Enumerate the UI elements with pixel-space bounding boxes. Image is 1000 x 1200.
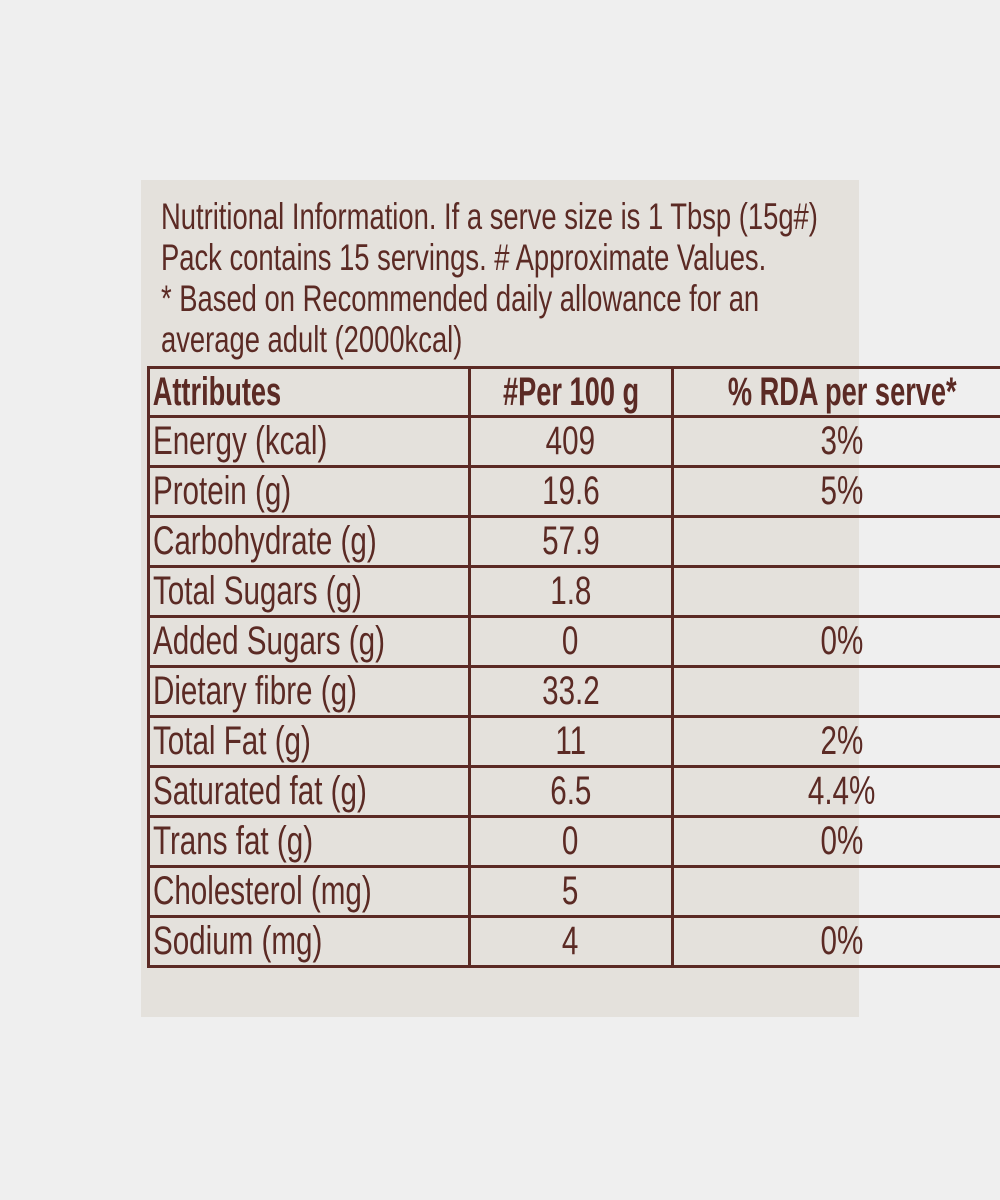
table-body: Energy (kcal) 409 3% Protein (g) 19.6 5% Carbo… <box>147 415 1000 968</box>
table-row: Sodium (mg) 4 0% <box>147 915 1000 968</box>
cell-text: 1.8 <box>550 569 592 614</box>
column-header-text: #Per 100 g <box>502 369 639 414</box>
table-cell: 19.6 <box>467 465 674 518</box>
table-cell: 57.9 <box>467 515 674 568</box>
cell-text: Protein (g) <box>152 469 292 514</box>
table-row: Added Sugars (g) 0 0% <box>147 615 1000 668</box>
cell-text: Carbohydrate (g) <box>152 519 377 564</box>
cell-text: Energy (kcal) <box>152 419 328 464</box>
table-cell <box>670 865 1000 918</box>
cell-text: Sodium (mg) <box>152 919 323 964</box>
column-header-text: Attributes <box>152 369 282 414</box>
table-cell: 6.5 <box>467 765 674 818</box>
cell-text: 5 <box>562 869 579 914</box>
table-cell: 2% <box>670 715 1000 768</box>
table-cell: Carbohydrate (g) <box>147 515 471 568</box>
cell-text: 57.9 <box>541 519 600 564</box>
table-row: Energy (kcal) 409 3% <box>147 415 1000 468</box>
nutrition-table: Attributes #Per 100 g % RDA per serve* E… <box>147 366 1000 968</box>
column-header: % RDA per serve* <box>670 366 1000 418</box>
cell-text: Cholesterol (mg) <box>152 869 372 914</box>
table-cell: Dietary fibre (g) <box>147 665 471 718</box>
table-cell: 0% <box>670 615 1000 668</box>
table-row: Dietary fibre (g) 33.2 <box>147 665 1000 718</box>
table-cell: 11 <box>467 715 674 768</box>
cell-text: 19.6 <box>541 469 600 514</box>
table-cell <box>670 565 1000 618</box>
header-line: average adult (2000kcal) <box>161 319 463 360</box>
table-cell: 33.2 <box>467 665 674 718</box>
table-cell: 4.4% <box>670 765 1000 818</box>
header-row: Attributes #Per 100 g % RDA per serve* <box>147 366 1000 418</box>
table-cell <box>670 665 1000 718</box>
table-cell: 0% <box>670 815 1000 868</box>
cell-text: Dietary fibre (g) <box>152 669 357 714</box>
table-cell: Sodium (mg) <box>147 915 471 968</box>
table-row: Protein (g) 19.6 5% <box>147 465 1000 518</box>
cell-text: Total Fat (g) <box>152 719 311 764</box>
nutrition-label: Nutritional Information. If a serve size… <box>141 180 1000 1017</box>
cell-text: 6.5 <box>550 769 592 814</box>
table-cell: Total Sugars (g) <box>147 565 471 618</box>
table-row: Saturated fat (g) 6.5 4.4% <box>147 765 1000 818</box>
table-cell: Added Sugars (g) <box>147 615 471 668</box>
cell-text: 2% <box>820 719 864 764</box>
column-header-text: % RDA per serve* <box>727 369 957 414</box>
table-cell: 5% <box>670 465 1000 518</box>
cell-text: 4.4% <box>808 769 876 814</box>
label-header: Nutritional Information. If a serve size… <box>161 196 1000 360</box>
cell-text: 0% <box>820 919 864 964</box>
table-row: Trans fat (g) 0 0% <box>147 815 1000 868</box>
table-cell: 4 <box>467 915 674 968</box>
cell-text: 4 <box>562 919 579 964</box>
table-cell: 5 <box>467 865 674 918</box>
cell-text: 0 <box>562 619 579 664</box>
table-row: Carbohydrate (g) 57.9 <box>147 515 1000 568</box>
cell-text: 5% <box>820 469 864 514</box>
table-row: Cholesterol (mg) 5 <box>147 865 1000 918</box>
table-cell: Protein (g) <box>147 465 471 518</box>
cell-text: Trans fat (g) <box>152 819 314 864</box>
cell-text: 0 <box>562 819 579 864</box>
table-cell: Total Fat (g) <box>147 715 471 768</box>
column-header: Attributes <box>147 366 471 418</box>
table-cell: 0% <box>670 915 1000 968</box>
table-cell: 0 <box>467 615 674 668</box>
table-cell: Saturated fat (g) <box>147 765 471 818</box>
cell-text: 409 <box>545 419 596 464</box>
table-cell: Trans fat (g) <box>147 815 471 868</box>
table-cell: 1.8 <box>467 565 674 618</box>
header-line: * Based on Recommended daily allowance f… <box>161 278 760 319</box>
cell-text: 11 <box>555 719 586 764</box>
table-cell: 3% <box>670 415 1000 468</box>
cell-text: Added Sugars (g) <box>152 619 385 664</box>
table-cell: Energy (kcal) <box>147 415 471 468</box>
header-line: Nutritional Information. If a serve size… <box>161 196 818 237</box>
cell-text: Saturated fat (g) <box>152 769 367 814</box>
table-cell: 0 <box>467 815 674 868</box>
table-cell <box>670 515 1000 568</box>
cell-text: 33.2 <box>541 669 600 714</box>
cell-text: 0% <box>820 619 864 664</box>
cell-text: Total Sugars (g) <box>152 569 362 614</box>
header-line: Pack contains 15 servings. # Approximate… <box>161 237 767 278</box>
table-row: Total Sugars (g) 1.8 <box>147 565 1000 618</box>
column-header: #Per 100 g <box>467 366 674 418</box>
table-cell: 409 <box>467 415 674 468</box>
table-row: Total Fat (g) 11 2% <box>147 715 1000 768</box>
table-cell: Cholesterol (mg) <box>147 865 471 918</box>
cell-text: 3% <box>820 419 864 464</box>
cell-text: 0% <box>820 819 864 864</box>
